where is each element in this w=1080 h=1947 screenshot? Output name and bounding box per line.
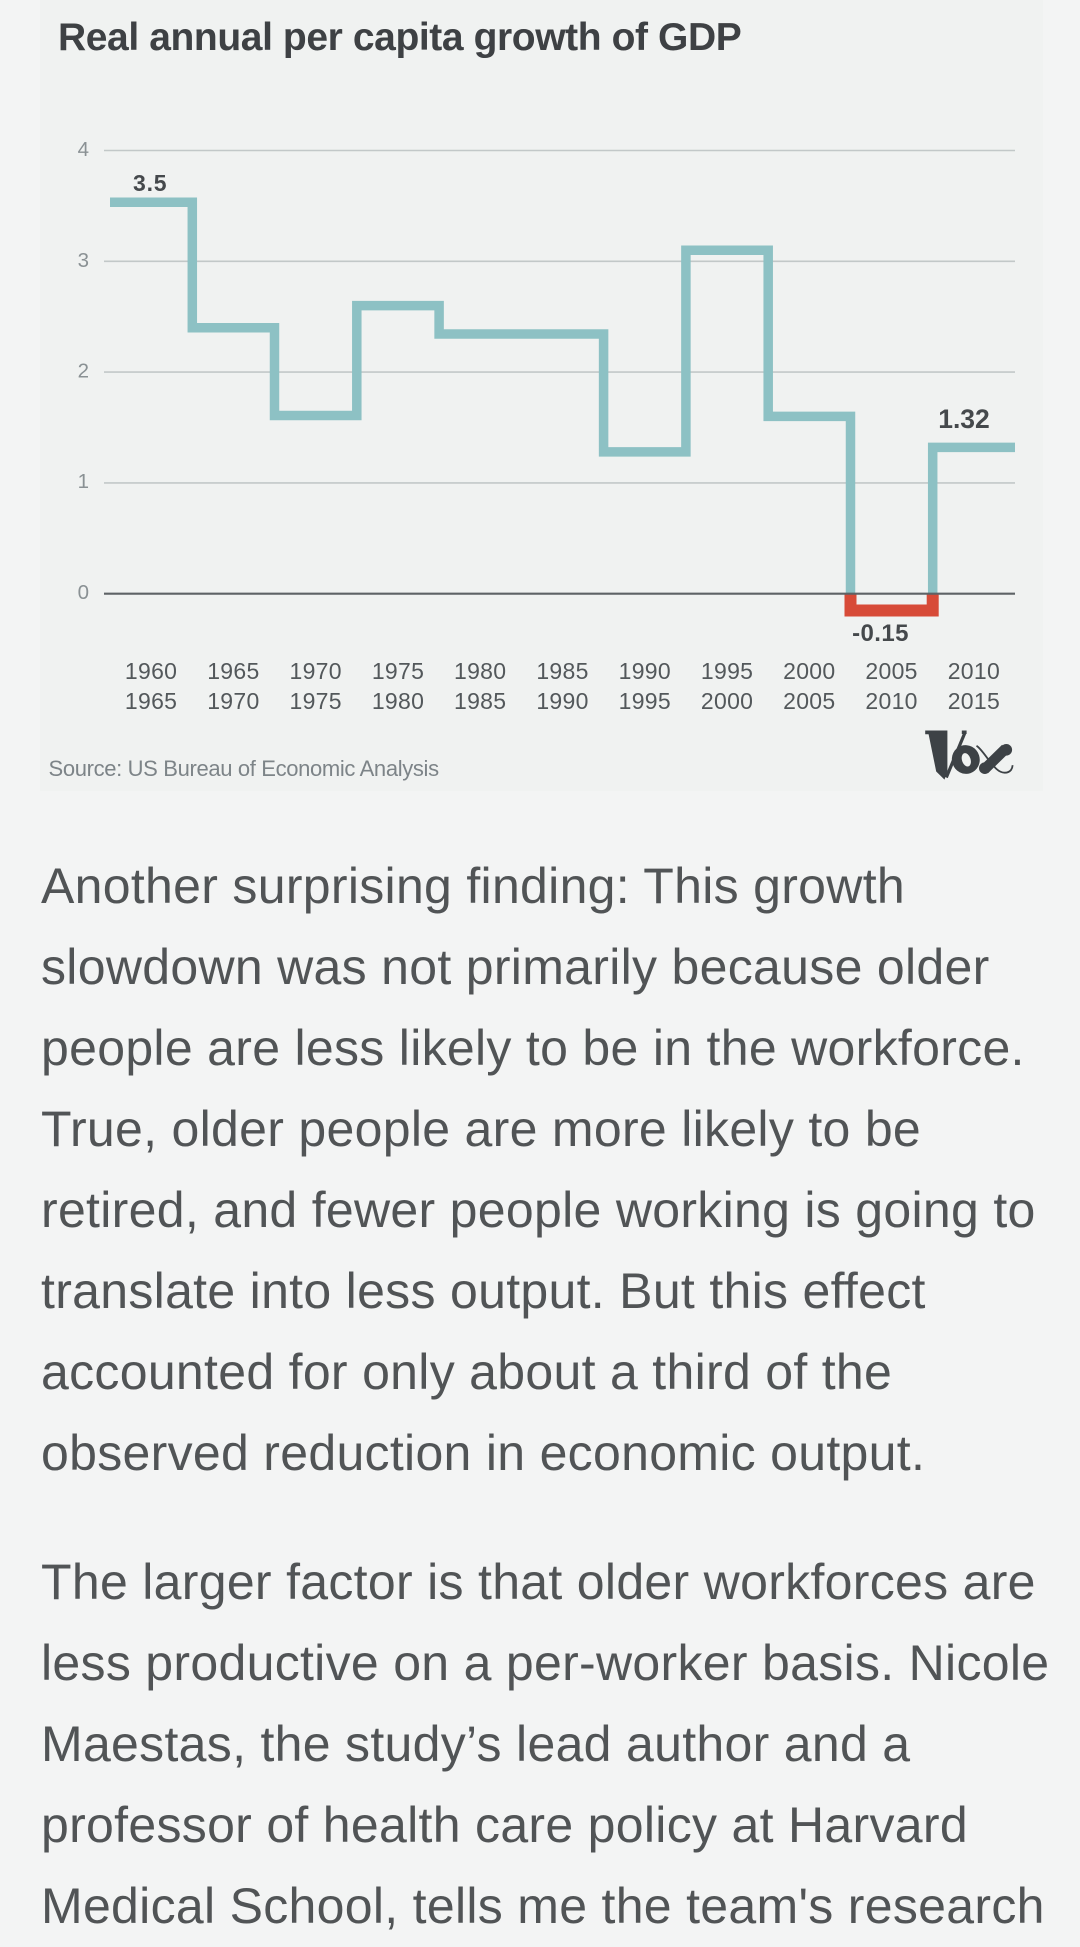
svg-text:3.5: 3.5	[133, 170, 167, 196]
svg-text:0: 0	[78, 581, 89, 604]
svg-text:1970: 1970	[207, 688, 259, 714]
svg-text:1980: 1980	[372, 688, 424, 714]
svg-text:1965: 1965	[207, 658, 259, 684]
svg-text:1975: 1975	[372, 658, 424, 684]
svg-text:1995: 1995	[701, 658, 753, 684]
svg-text:2: 2	[78, 360, 89, 383]
svg-text:1.32: 1.32	[938, 404, 990, 434]
svg-text:2010: 2010	[865, 688, 917, 714]
svg-text:1980: 1980	[454, 658, 506, 684]
svg-text:-0.15: -0.15	[852, 620, 909, 647]
svg-text:2005: 2005	[783, 688, 835, 714]
svg-text:1985: 1985	[454, 688, 506, 714]
svg-text:1985: 1985	[536, 658, 588, 684]
svg-text:2000: 2000	[701, 688, 753, 714]
svg-text:1: 1	[78, 470, 89, 493]
svg-text:1990: 1990	[619, 658, 671, 684]
svg-text:3: 3	[78, 249, 89, 272]
svg-text:2010: 2010	[948, 658, 1000, 684]
svg-text:1970: 1970	[290, 658, 342, 684]
svg-text:4: 4	[78, 138, 89, 161]
svg-text:Real annual per capita growth: Real annual per capita growth of GDP	[58, 16, 741, 59]
svg-text:2005: 2005	[865, 658, 917, 684]
svg-text:Source: US Bureau of Economic: Source: US Bureau of Economic Analysis	[49, 756, 440, 781]
svg-text:1975: 1975	[290, 688, 342, 714]
svg-text:1960: 1960	[125, 658, 177, 684]
svg-text:2015: 2015	[948, 688, 1000, 714]
svg-text:1995: 1995	[619, 688, 671, 714]
svg-text:2000: 2000	[783, 658, 835, 684]
svg-text:1990: 1990	[536, 688, 588, 714]
svg-text:1965: 1965	[125, 688, 177, 714]
